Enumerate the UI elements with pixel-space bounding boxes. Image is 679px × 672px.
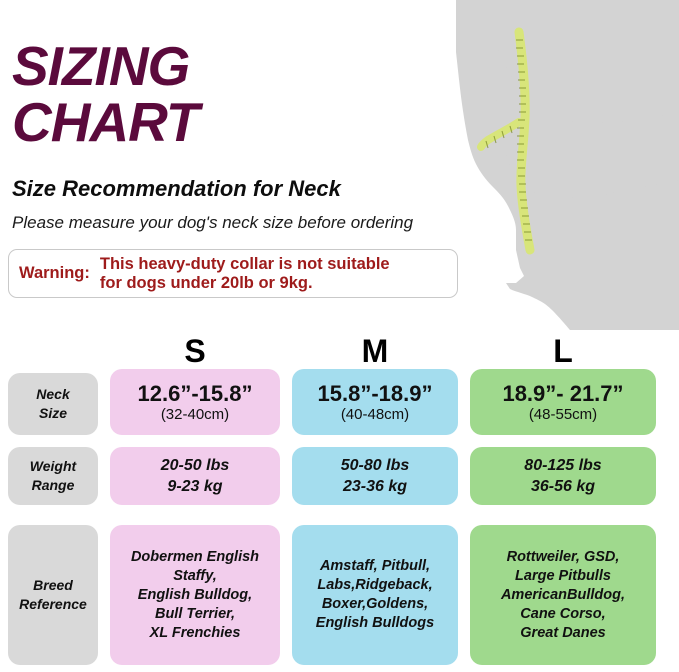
neck-size-large-cell: 18.9”- 21.7” (48-55cm) bbox=[470, 369, 656, 435]
row-label-line-2: Size bbox=[38, 405, 67, 421]
breed-line: English Bulldog, bbox=[137, 586, 253, 603]
instruction-text: Please measure your dog's neck size befo… bbox=[12, 213, 414, 232]
breed-medium-cell: Amstaff, Pitbull, Labs,Ridgeback, Boxer,… bbox=[292, 525, 458, 665]
weight-range-small-cell: 20-50 lbs 9-23 kg bbox=[110, 447, 280, 505]
row-label-line-1: Neck bbox=[36, 386, 70, 402]
breed-line: XL Frenchies bbox=[149, 624, 241, 641]
title-line-2: CHART bbox=[12, 91, 199, 153]
dog-body-shape bbox=[456, 0, 679, 330]
warning-line-2: for dogs under 20lb or 9kg. bbox=[99, 273, 313, 292]
breed-line: English Bulldogs bbox=[315, 615, 435, 631]
size-header-m: M bbox=[361, 333, 389, 369]
warning-line-1: This heavy-duty collar is not suitable bbox=[99, 254, 390, 273]
row-label-breed-reference: Breed Reference bbox=[8, 525, 98, 665]
breed-line: Rottweiler, GSD, bbox=[506, 548, 620, 565]
size-header-s: S bbox=[184, 333, 206, 369]
neck-size-small-cell: 12.6”-15.8” (32-40cm) bbox=[110, 369, 280, 435]
size-header-l: L bbox=[553, 333, 573, 369]
weight-medium-kg: 23-36 kg bbox=[342, 478, 408, 495]
breed-line: Large Pitbulls bbox=[515, 567, 611, 584]
breed-line: Great Danes bbox=[520, 624, 606, 641]
neck-size-medium-cm: (40-48cm) bbox=[340, 405, 410, 423]
row-label-neck-size: Neck Size bbox=[8, 373, 98, 435]
breed-line: Cane Corso, bbox=[520, 605, 606, 622]
subtitle: Size Recommendation for Neck bbox=[12, 176, 341, 201]
weight-large-lbs: 80-125 lbs bbox=[524, 457, 602, 474]
neck-size-large-inches: 18.9”- 21.7” bbox=[502, 380, 624, 406]
row-label-line-1: Weight bbox=[29, 458, 77, 474]
breed-line: AmericanBulldog, bbox=[500, 586, 626, 603]
breed-line: Dobermen English bbox=[130, 548, 260, 565]
weight-range-medium-cell: 50-80 lbs 23-36 kg bbox=[292, 447, 458, 505]
weight-large-kg: 36-56 kg bbox=[530, 478, 596, 495]
breed-line: Bull Terrier, bbox=[154, 605, 236, 622]
weight-small-kg: 9-23 kg bbox=[167, 478, 223, 495]
row-label-line-2: Range bbox=[31, 477, 75, 493]
row-label-weight-range: Weight Range bbox=[8, 447, 98, 505]
dog-neck-shoulder-shape bbox=[490, 30, 679, 198]
weight-small-lbs: 20-50 lbs bbox=[160, 457, 230, 474]
warning-message: This heavy-duty collar is not suitable f… bbox=[100, 255, 390, 293]
weight-medium-lbs: 50-80 lbs bbox=[340, 457, 410, 474]
page-title: SIZING CHART bbox=[12, 38, 472, 150]
breed-large-cell: Rottweiler, GSD, Large Pitbulls American… bbox=[470, 525, 656, 665]
neck-size-small-inches: 12.6”-15.8” bbox=[137, 380, 253, 406]
neck-size-medium-inches: 15.8”-18.9” bbox=[317, 380, 433, 406]
row-label-line-2: Reference bbox=[19, 596, 87, 612]
row-label-line-1: Breed bbox=[33, 577, 73, 593]
measuring-tape-icon bbox=[477, 27, 535, 255]
warning-box: Warning: This heavy-duty collar is not s… bbox=[8, 249, 458, 298]
neck-size-large-cm: (48-55cm) bbox=[528, 405, 598, 423]
title-line-1: SIZING bbox=[12, 35, 190, 97]
warning-label: Warning: bbox=[19, 264, 90, 282]
breed-line: Amstaff, Pitbull, bbox=[319, 558, 431, 574]
breed-line: Boxer,Goldens, bbox=[321, 596, 429, 612]
breed-small-cell: Dobermen English Staffy, English Bulldog… bbox=[110, 525, 280, 665]
breed-line: Labs,Ridgeback, bbox=[317, 577, 433, 593]
neck-size-medium-cell: 15.8”-18.9” (40-48cm) bbox=[292, 369, 458, 435]
weight-range-large-cell: 80-125 lbs 36-56 kg bbox=[470, 447, 656, 505]
breed-line: Staffy, bbox=[173, 567, 217, 584]
neck-size-small-cm: (32-40cm) bbox=[160, 405, 230, 423]
